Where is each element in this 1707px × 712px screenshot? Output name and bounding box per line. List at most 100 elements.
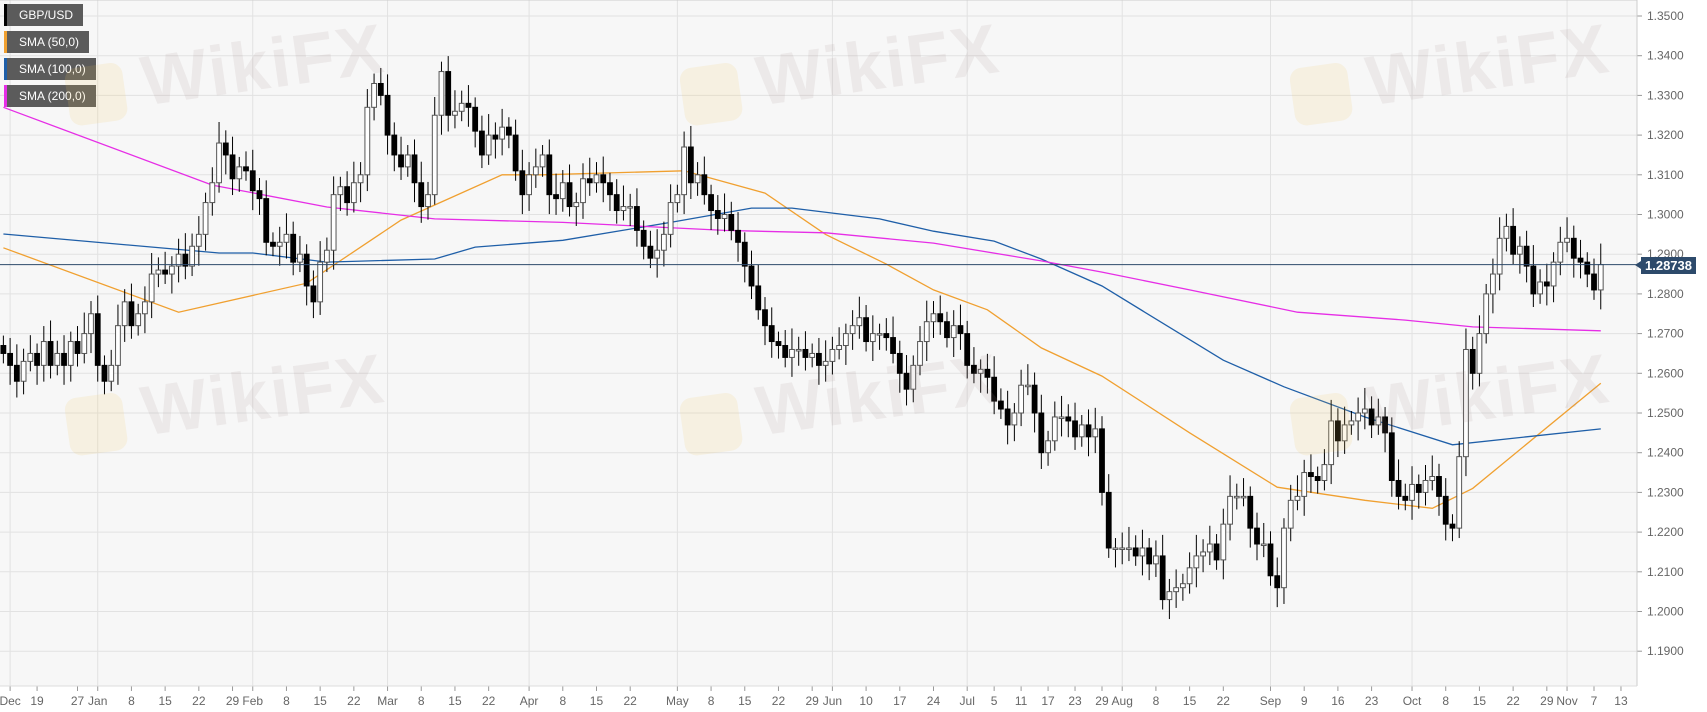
- candle-body-up: [1429, 476, 1436, 481]
- candle-body-down: [398, 154, 404, 168]
- candle-body-down: [1577, 257, 1584, 263]
- candle: [1361, 387, 1368, 430]
- candle: [357, 162, 364, 203]
- candle-body-up: [297, 253, 303, 263]
- candle: [499, 108, 506, 156]
- candle-body-up: [869, 333, 876, 343]
- candle-body-up: [1503, 225, 1510, 239]
- candle: [189, 233, 195, 277]
- candle: [836, 327, 843, 360]
- legend-sma-50[interactable]: SMA (50,0): [4, 31, 90, 53]
- x-tick-label: Dec: [0, 694, 21, 708]
- candle: [364, 89, 371, 192]
- candle: [391, 122, 398, 172]
- candle-body-down: [613, 194, 620, 212]
- candle-body-down: [1267, 543, 1274, 577]
- candle-body-down: [728, 214, 735, 231]
- candle-body-up: [532, 166, 539, 176]
- candle: [1267, 531, 1274, 586]
- candle: [1092, 407, 1099, 454]
- y-tick-label: 1.2400: [1647, 446, 1684, 460]
- candle: [620, 185, 627, 221]
- candle: [1281, 518, 1287, 604]
- candle: [977, 359, 984, 393]
- candle-body-down: [1213, 543, 1220, 561]
- candle-body-up: [209, 182, 216, 204]
- candle: [1260, 522, 1267, 558]
- candle: [1341, 406, 1348, 454]
- x-tick-label: 8: [1442, 694, 1449, 708]
- x-tick-label: 8: [128, 694, 135, 708]
- y-tick-label: 1.3300: [1647, 88, 1684, 102]
- candle-body-down: [1442, 495, 1449, 525]
- candle: [458, 90, 465, 122]
- x-tick-label: 22: [1506, 694, 1520, 708]
- candle-body-down: [7, 352, 14, 366]
- candle: [708, 184, 714, 230]
- candle-body-down: [384, 94, 391, 136]
- candle-body-up: [88, 313, 94, 335]
- candle: [580, 163, 586, 219]
- x-tick-label: 8: [418, 694, 425, 708]
- candle: [944, 311, 950, 348]
- candle: [1072, 402, 1078, 450]
- candle-body-up: [1045, 440, 1051, 454]
- candle: [465, 85, 472, 127]
- candle: [1146, 538, 1153, 581]
- candle: [54, 340, 61, 376]
- candle-body-up: [1550, 261, 1557, 287]
- candle-body-down: [1334, 420, 1341, 442]
- candle: [687, 125, 694, 200]
- x-tick-label: 24: [927, 694, 941, 708]
- candle: [81, 312, 88, 364]
- candle: [202, 192, 209, 251]
- candle: [1132, 535, 1139, 566]
- candle: [108, 349, 115, 392]
- candle: [991, 356, 998, 415]
- x-tick-label: 22: [1217, 694, 1231, 708]
- candle: [1227, 475, 1233, 541]
- candle: [539, 145, 546, 177]
- candle-body-up: [593, 174, 600, 184]
- candle-body-down: [243, 166, 249, 172]
- candle-body-down: [290, 233, 297, 263]
- candle-body-up: [559, 182, 566, 200]
- candle: [1153, 540, 1159, 577]
- candle-body-down: [1436, 476, 1442, 497]
- candle-body-down: [94, 313, 101, 366]
- x-tick-label: 22: [192, 694, 206, 708]
- candle: [519, 149, 526, 215]
- candle: [903, 355, 910, 406]
- candle: [593, 162, 600, 193]
- candle: [917, 326, 923, 376]
- candle: [1004, 390, 1011, 445]
- candle-body-up: [371, 82, 377, 108]
- legend-gbpusd[interactable]: GBP/USD: [4, 4, 84, 26]
- legend-sma-100[interactable]: SMA (100,0): [4, 58, 96, 80]
- candle: [1436, 463, 1442, 516]
- candle-body-down: [991, 376, 998, 402]
- legend-sma-200[interactable]: SMA (200,0): [4, 85, 96, 107]
- candle-body-down: [957, 325, 964, 335]
- candle-body-down: [182, 253, 189, 267]
- candle: [492, 122, 499, 159]
- candle: [243, 151, 249, 181]
- candle: [1456, 441, 1463, 539]
- candle-body-down: [1159, 555, 1166, 601]
- candle: [1200, 539, 1206, 573]
- candle: [1375, 398, 1382, 435]
- candle-body-down: [101, 364, 108, 382]
- candle-body-up: [620, 206, 627, 212]
- candle: [1388, 417, 1395, 497]
- candle-body-down: [1395, 479, 1402, 497]
- candle-body-down: [586, 178, 593, 184]
- candle-body-up: [1179, 583, 1186, 589]
- candle: [532, 148, 539, 188]
- candle-body-down: [1254, 527, 1260, 545]
- candle-body-down: [310, 285, 317, 303]
- candle-body-up: [1355, 412, 1362, 422]
- candle-body-down: [802, 348, 809, 358]
- candle: [512, 119, 519, 181]
- candle: [209, 167, 216, 216]
- candle-body-up: [485, 134, 492, 156]
